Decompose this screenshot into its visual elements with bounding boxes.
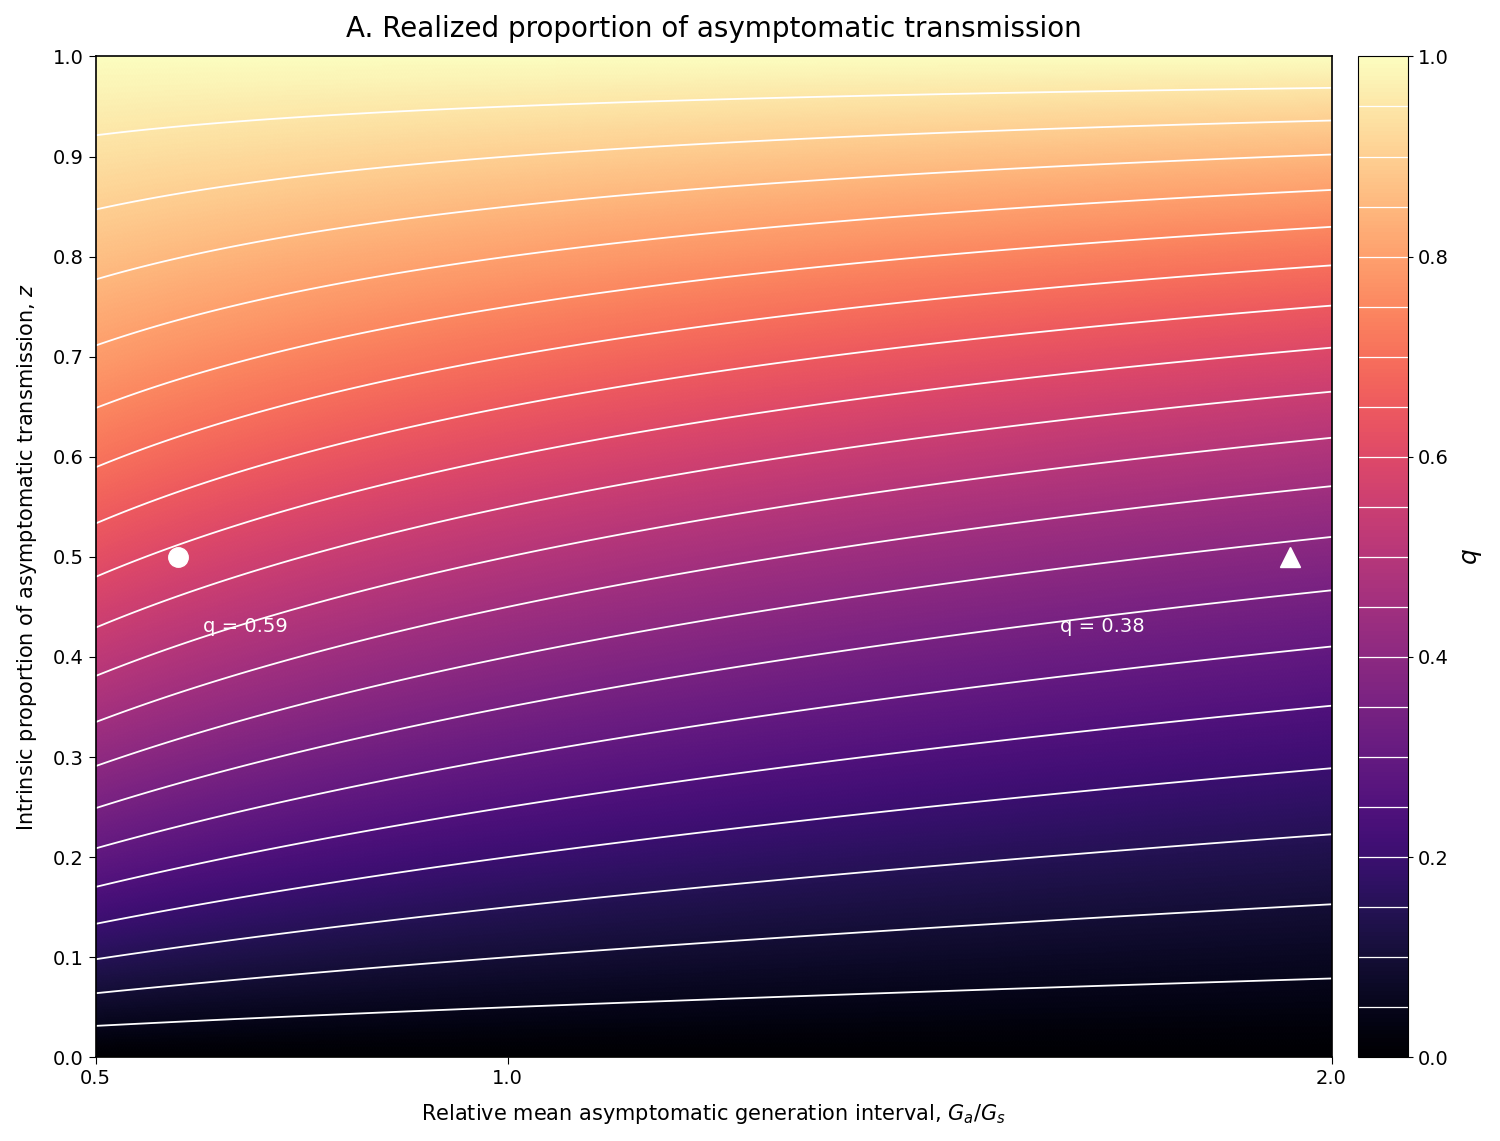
Text: q = 0.59: q = 0.59 <box>202 617 288 636</box>
Text: q = 0.38: q = 0.38 <box>1059 617 1144 636</box>
Y-axis label: $q$: $q$ <box>1460 549 1484 565</box>
Y-axis label: Intrinsic proportion of asymptomatic transmission, $z$: Intrinsic proportion of asymptomatic tra… <box>15 283 39 831</box>
Title: A. Realized proportion of asymptomatic transmission: A. Realized proportion of asymptomatic t… <box>345 15 1082 43</box>
X-axis label: Relative mean asymptomatic generation interval, $G_a/G_s$: Relative mean asymptomatic generation in… <box>422 1102 1006 1126</box>
